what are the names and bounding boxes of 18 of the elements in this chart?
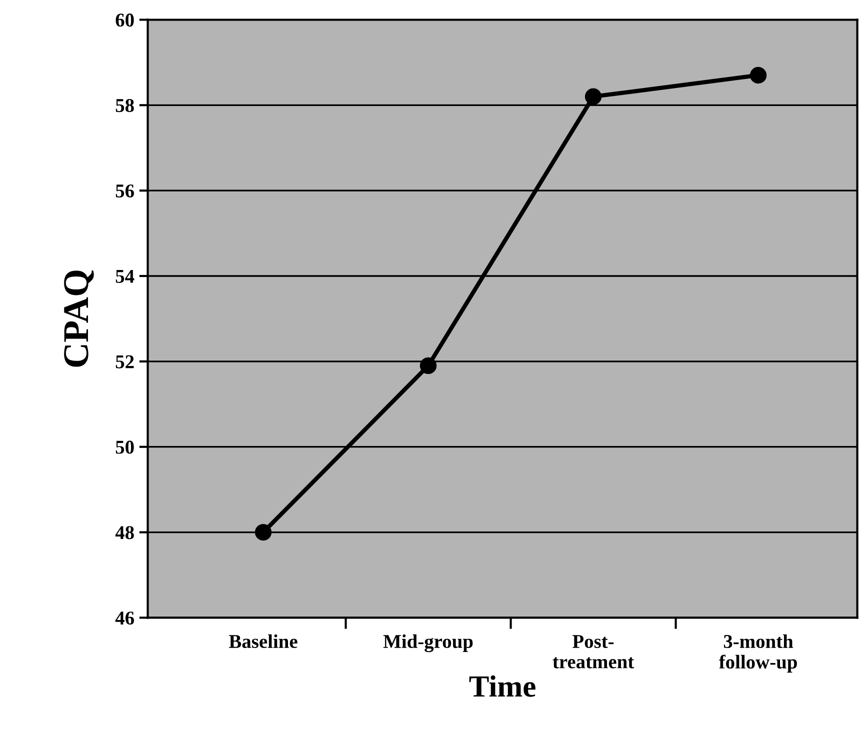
point: [420, 357, 437, 374]
y-tick-label: 48: [115, 526, 134, 540]
x-axis-title: Time: [469, 675, 536, 697]
y-tick-label: 54: [116, 270, 134, 283]
x-tick-label: Mid-group: [383, 634, 473, 652]
y-tick-label: 52: [116, 355, 134, 368]
y-axis-title: CPAQ: [64, 270, 94, 367]
x-tick-label: 3-month follow-up: [718, 634, 797, 673]
y-tick-label: 50: [116, 440, 134, 454]
point: [254, 524, 272, 541]
point: [750, 66, 767, 84]
y-tick-label: 46: [115, 612, 134, 625]
x-tick-label: Baseline: [229, 634, 298, 648]
x-tick-label: Post- treatment: [552, 635, 634, 668]
y-tick-label: 56: [116, 184, 134, 198]
y-tick-label: 58: [116, 98, 134, 112]
y-tick-label: 60: [116, 14, 134, 27]
point: [584, 88, 602, 105]
